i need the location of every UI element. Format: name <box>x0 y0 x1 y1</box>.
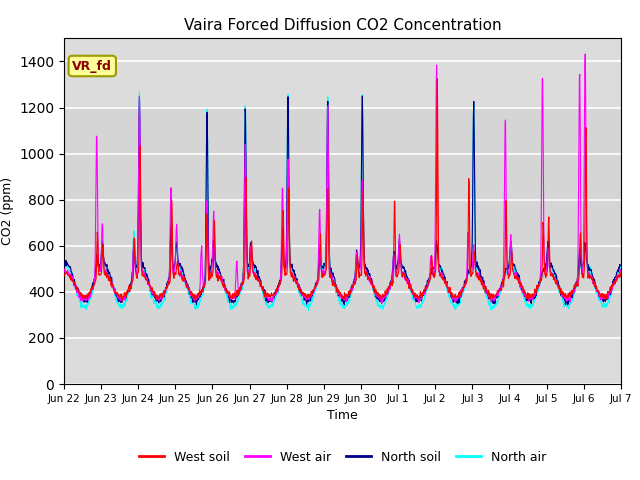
Text: VR_fd: VR_fd <box>72 60 112 72</box>
Title: Vaira Forced Diffusion CO2 Concentration: Vaira Forced Diffusion CO2 Concentration <box>184 18 501 33</box>
Y-axis label: CO2 (ppm): CO2 (ppm) <box>1 177 13 245</box>
X-axis label: Time: Time <box>327 409 358 422</box>
Bar <box>64 108 621 338</box>
Legend: West soil, West air, North soil, North air: West soil, West air, North soil, North a… <box>134 445 551 468</box>
